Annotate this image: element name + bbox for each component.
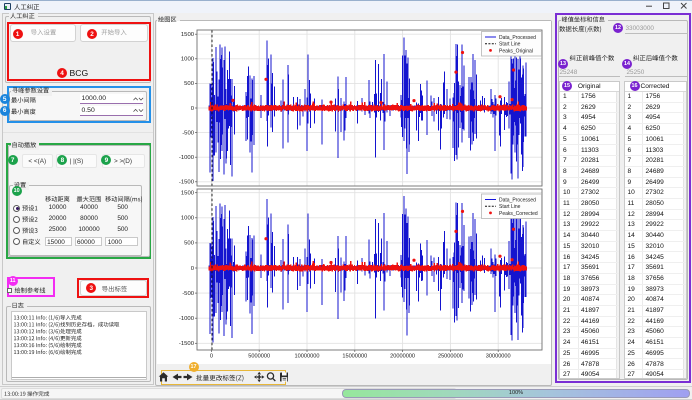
- svg-text:1000: 1000: [181, 216, 195, 222]
- svg-text:Start Line: Start Line: [499, 42, 521, 48]
- svg-text:15000000: 15000000: [342, 354, 367, 360]
- svg-text:Data_Processed: Data_Processed: [499, 197, 536, 203]
- svg-text:-1000: -1000: [179, 316, 195, 322]
- svg-text:-500: -500: [182, 130, 195, 136]
- svg-text:-1500: -1500: [179, 180, 195, 186]
- svg-text:-500: -500: [182, 291, 195, 297]
- svg-text:0: 0: [210, 354, 213, 360]
- svg-text:-1000: -1000: [179, 155, 195, 161]
- svg-text:25000000: 25000000: [438, 354, 463, 360]
- svg-text:0: 0: [191, 106, 195, 112]
- svg-text:Start Line: Start Line: [499, 204, 521, 210]
- svg-text:500: 500: [184, 241, 195, 247]
- svg-text:500: 500: [184, 81, 195, 87]
- svg-text:-1500: -1500: [179, 341, 195, 347]
- svg-text:30000000: 30000000: [486, 354, 511, 360]
- svg-text:1500: 1500: [181, 191, 195, 197]
- svg-text:1000: 1000: [181, 57, 195, 63]
- svg-text:1500: 1500: [181, 32, 195, 38]
- svg-text:Data_Processed: Data_Processed: [499, 35, 536, 41]
- svg-text:0: 0: [191, 266, 195, 272]
- svg-text:10000000: 10000000: [295, 354, 320, 360]
- svg-text:Peaks_Original: Peaks_Original: [499, 48, 533, 54]
- svg-text:5000000: 5000000: [248, 354, 270, 360]
- svg-text:20000000: 20000000: [390, 354, 415, 360]
- svg-text:Peaks_Corrected: Peaks_Corrected: [499, 211, 538, 217]
